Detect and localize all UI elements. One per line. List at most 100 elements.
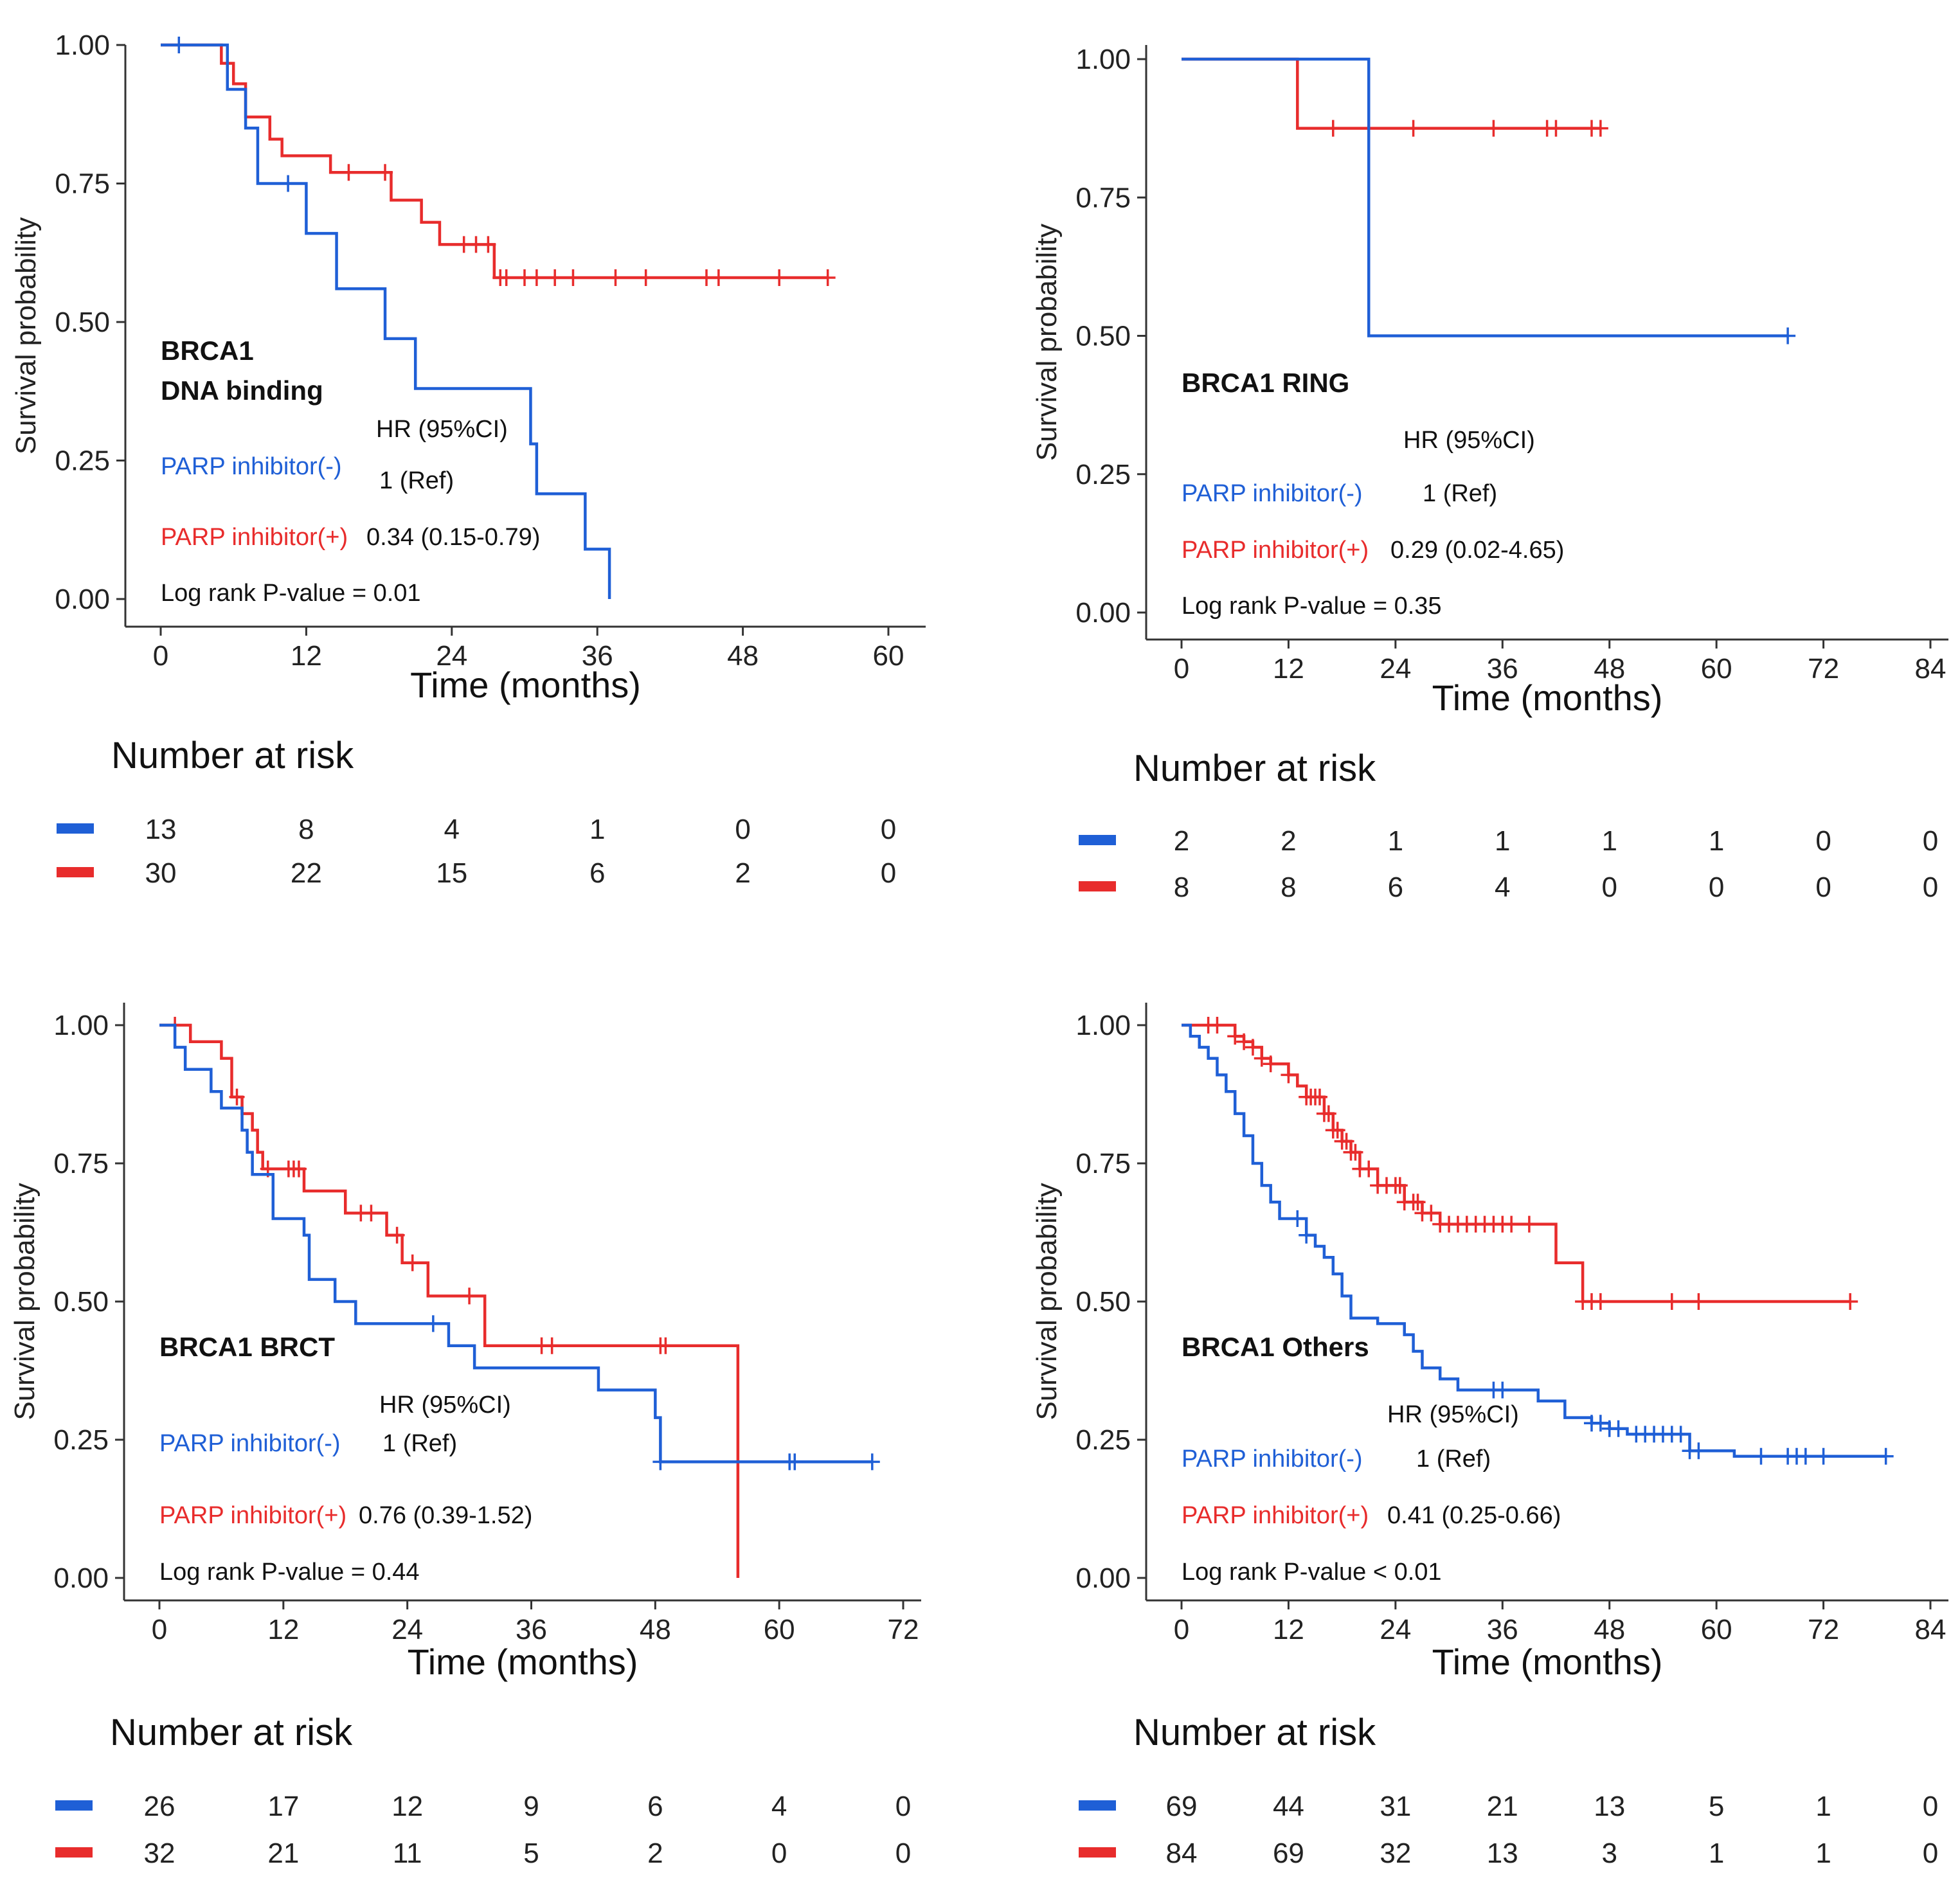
risk-count: 0 <box>1815 872 1831 903</box>
censor-mark <box>1281 1066 1297 1084</box>
hr-value-negative: 1 (Ref) <box>1423 480 1497 507</box>
risk-count: 2 <box>1281 825 1296 857</box>
y-tick-label: 0.50 <box>1075 321 1131 352</box>
risk-count: 22 <box>291 857 322 889</box>
censor-mark <box>1521 1215 1537 1233</box>
y-axis-title: Survival probability <box>1031 1183 1063 1420</box>
risk-count: 4 <box>444 814 460 845</box>
x-tick-label: 60 <box>1701 653 1732 685</box>
x-tick-label: 72 <box>1808 1614 1839 1645</box>
risk-count: 1 <box>1388 825 1403 857</box>
panel-title: BRCA1 Others <box>1182 1332 1369 1362</box>
censor-mark <box>1254 1050 1270 1067</box>
censor-mark <box>528 269 544 287</box>
risk-count: 0 <box>1709 872 1724 903</box>
risk-count: 8 <box>1281 872 1296 903</box>
legend-parp-positive: PARP inhibitor(+) <box>159 1502 346 1529</box>
y-tick-label: 1.00 <box>55 30 110 61</box>
censor-mark <box>404 1254 420 1271</box>
y-tick-label: 0.25 <box>55 445 110 477</box>
km-panel-3: 0.000.250.500.751.000 12 24 36 48 60 72Surviva… <box>9 1003 921 1869</box>
y-tick-label: 1.00 <box>1075 1010 1131 1041</box>
x-tick-label: 60 <box>873 640 904 672</box>
censor-mark <box>1673 1426 1689 1443</box>
risk-count: 0 <box>771 1838 787 1869</box>
km-curve-parp-positive <box>161 43 828 280</box>
hr-header: HR (95%CI) <box>379 1392 511 1419</box>
risk-swatch-negative <box>55 1800 93 1811</box>
risk-count: 69 <box>1273 1838 1304 1869</box>
censor-mark <box>565 269 581 287</box>
x-tick-label: 84 <box>1915 1614 1947 1645</box>
x-axis-title: Time (months) <box>410 665 641 705</box>
censor-mark <box>377 164 393 181</box>
x-tick-label: 72 <box>1808 653 1839 685</box>
risk-count: 12 <box>391 1791 423 1822</box>
censor-mark <box>1842 1293 1858 1310</box>
x-tick-label: 48 <box>1594 1614 1625 1645</box>
km-curve-parp-positive <box>159 1023 740 1578</box>
risk-count: 11 <box>393 1838 422 1869</box>
x-tick-label: 36 <box>516 1614 547 1645</box>
censor-mark <box>291 1160 307 1177</box>
risk-count: 84 <box>1166 1838 1198 1869</box>
hr-value-positive: 0.34 (0.15-0.79) <box>366 524 540 551</box>
censor-mark <box>480 236 496 253</box>
censor-mark <box>1245 1039 1261 1056</box>
y-axis-title: Survival probability <box>1031 224 1063 461</box>
risk-count: 3 <box>1601 1838 1617 1869</box>
risk-count: 0 <box>1601 872 1617 903</box>
censor-mark <box>363 1204 379 1222</box>
y-axis-title: Survival probability <box>9 1183 40 1420</box>
risk-swatch-positive <box>1079 881 1116 891</box>
risk-count: 8 <box>298 814 314 845</box>
y-tick-label: 1.00 <box>53 1010 109 1041</box>
censor-mark <box>1299 1226 1315 1244</box>
censor-mark <box>864 1453 880 1471</box>
censor-mark <box>1753 1447 1769 1465</box>
risk-count: 0 <box>895 1791 911 1822</box>
risk-swatch-positive <box>57 867 94 877</box>
risk-count: 15 <box>436 857 467 889</box>
y-tick-label: 1.00 <box>1075 44 1131 75</box>
risk-count: 0 <box>1923 1791 1938 1822</box>
x-tick-label: 24 <box>1380 653 1411 685</box>
x-tick-label: 24 <box>436 640 467 672</box>
hr-value-positive: 0.41 (0.25-0.66) <box>1387 1502 1561 1529</box>
censor-mark <box>544 1337 560 1354</box>
risk-count: 2 <box>647 1838 663 1869</box>
censor-mark <box>1392 1177 1408 1194</box>
risk-count: 13 <box>1487 1838 1518 1869</box>
km-panel-4: 0.00 0.25 0.50 0.75 1.00 0 12 24 36 48 60 72 84 Survi… <box>1031 1003 1948 1869</box>
risk-count: 2 <box>735 857 750 889</box>
km-curve-parp-negative <box>1182 1023 1886 1458</box>
logrank-pvalue: Log rank P-value = 0.01 <box>161 580 421 607</box>
logrank-pvalue: Log rank P-value = 0.44 <box>159 1559 420 1586</box>
risk-count: 26 <box>144 1791 175 1822</box>
censor-mark <box>1347 1143 1363 1161</box>
censor-mark <box>1423 1204 1439 1222</box>
censor-mark <box>1361 1160 1377 1177</box>
censor-mark <box>1320 1105 1336 1122</box>
censor-mark <box>341 164 357 181</box>
x-tick-label: 36 <box>582 640 613 672</box>
hr-header: HR (95%CI) <box>1403 427 1535 454</box>
risk-count: 1 <box>1815 1838 1831 1869</box>
risk-count: 0 <box>1923 1838 1938 1869</box>
censor-mark <box>1263 1055 1279 1073</box>
x-tick-label: 36 <box>1487 653 1518 685</box>
x-tick-label: 60 <box>764 1614 795 1645</box>
y-tick-label: 0.25 <box>1075 459 1131 490</box>
x-tick-label: 48 <box>640 1614 671 1645</box>
legend-parp-positive: PARP inhibitor(+) <box>1182 537 1369 564</box>
y-tick-label: 0.00 <box>1075 597 1131 629</box>
risk-count: 4 <box>1495 872 1510 903</box>
logrank-pvalue: Log rank P-value = 0.35 <box>1182 593 1442 620</box>
y-tick-label: 0.75 <box>55 168 110 200</box>
censor-mark <box>1405 120 1421 137</box>
censor-mark <box>652 1453 669 1471</box>
risk-count: 6 <box>589 857 605 889</box>
censor-mark <box>1486 120 1502 137</box>
risk-count: 69 <box>1166 1791 1198 1822</box>
risk-count: 31 <box>1380 1791 1411 1822</box>
